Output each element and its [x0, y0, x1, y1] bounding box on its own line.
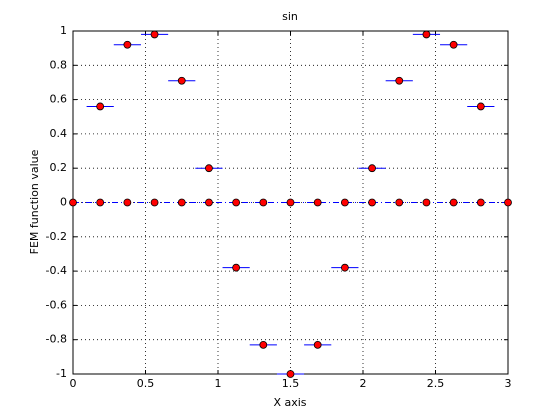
x-axis-label: X axis — [273, 396, 306, 409]
marker — [177, 76, 186, 85]
marker — [449, 40, 458, 49]
y-tick-label: 0.8 — [50, 58, 68, 71]
marker — [449, 198, 458, 207]
y-tick-label: -1 — [56, 367, 67, 380]
marker — [395, 198, 404, 207]
marker — [286, 198, 295, 207]
x-tick-label: 2 — [360, 377, 367, 390]
y-tick-label: -0.4 — [46, 264, 67, 277]
x-tick-label: 3 — [505, 377, 512, 390]
y-tick-label: 0.6 — [50, 93, 68, 106]
y-tick-label: -0.2 — [46, 230, 67, 243]
marker — [205, 164, 213, 173]
y-tick-label: 0.4 — [50, 127, 68, 140]
marker — [313, 340, 322, 349]
x-tick-label: 0.5 — [137, 377, 155, 390]
marker — [395, 76, 404, 85]
x-tick-label: 2.5 — [427, 377, 445, 390]
marker — [205, 198, 213, 207]
marker — [259, 198, 268, 207]
marker — [368, 198, 376, 207]
marker — [232, 263, 241, 272]
marker — [123, 40, 132, 49]
y-tick-label: -0.6 — [46, 298, 67, 311]
chart-title: sin — [282, 10, 298, 23]
marker — [476, 198, 485, 207]
marker — [69, 198, 77, 207]
marker — [340, 263, 349, 272]
marker — [422, 30, 431, 39]
marker — [476, 102, 485, 111]
x-tick-label: 1.5 — [282, 377, 300, 390]
x-tick-label: 0 — [70, 377, 77, 390]
marker — [340, 198, 349, 207]
marker — [259, 340, 268, 349]
marker — [150, 198, 159, 207]
y-tick-label: 0 — [60, 196, 67, 209]
marker — [96, 102, 105, 111]
marker — [123, 198, 132, 207]
marker — [150, 30, 159, 39]
y-tick-label: 0.2 — [50, 161, 68, 174]
marker — [232, 198, 241, 207]
y-axis-label: FEM function value — [28, 149, 41, 254]
marker — [504, 198, 512, 207]
y-tick-label: -0.8 — [46, 333, 67, 346]
marker — [368, 164, 376, 173]
marker — [422, 198, 431, 207]
y-tick-label: 1 — [60, 24, 67, 37]
marker — [96, 198, 105, 207]
x-tick-label: 1 — [215, 377, 222, 390]
marker — [177, 198, 186, 207]
marker — [313, 198, 322, 207]
marker — [286, 370, 295, 378]
